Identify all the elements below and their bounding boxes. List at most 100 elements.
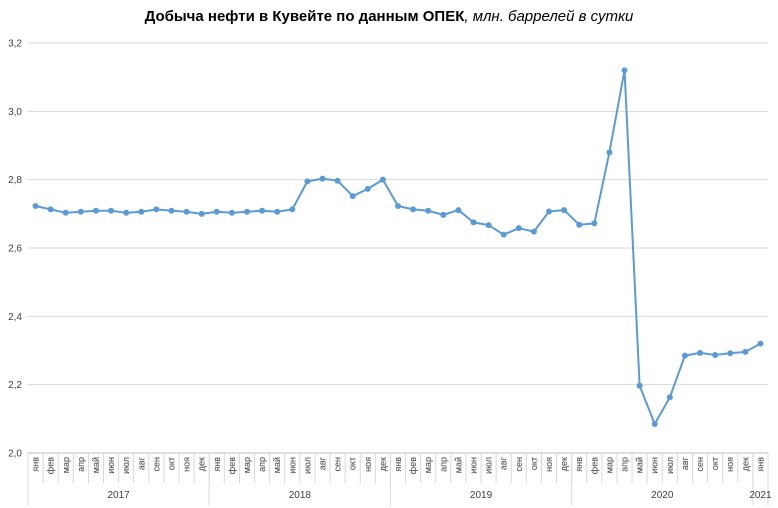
data-point: [213, 208, 220, 215]
month-label: фев: [227, 457, 237, 474]
data-point: [259, 207, 266, 214]
data-point: [168, 207, 175, 214]
data-point: [198, 210, 205, 217]
data-point: [621, 67, 628, 74]
month-label: апр: [438, 457, 448, 472]
year-label: 2019: [470, 490, 493, 501]
month-label: сен: [695, 457, 705, 472]
year-label: 2020: [651, 490, 674, 501]
month-label: апр: [620, 457, 630, 472]
gridlines: [28, 42, 768, 454]
month-label: июл: [665, 457, 675, 474]
data-point: [757, 340, 764, 347]
data-point: [319, 175, 326, 182]
month-label: июн: [650, 457, 660, 474]
y-tick-label: 2,0: [8, 449, 22, 460]
data-point: [742, 348, 749, 355]
month-label: окт: [348, 457, 358, 470]
data-point: [334, 177, 341, 184]
month-label: дек: [197, 457, 207, 471]
data-point: [395, 202, 401, 209]
data-point: [651, 420, 658, 427]
data-point: [712, 351, 719, 358]
data-point: [697, 349, 704, 356]
month-label: мар: [61, 457, 71, 473]
month-label: ноя: [182, 457, 192, 472]
month-label: апр: [257, 457, 267, 472]
month-label: июл: [484, 457, 494, 474]
data-point: [636, 382, 643, 389]
data-point: [666, 394, 673, 401]
month-label: авг: [317, 456, 327, 470]
data-point: [379, 176, 386, 183]
month-label: фев: [46, 457, 56, 474]
year-label: 2021: [749, 490, 772, 501]
month-label: май: [635, 457, 645, 473]
month-label: июл: [302, 457, 312, 474]
data-point: [455, 207, 462, 214]
month-label: сен: [151, 457, 161, 472]
data-point: [183, 208, 190, 215]
month-label: май: [453, 457, 463, 473]
month-label: июл: [121, 457, 131, 474]
data-point: [500, 231, 507, 238]
month-label: апр: [76, 457, 86, 472]
month-label: ноя: [544, 457, 554, 472]
month-label: янв: [212, 457, 222, 472]
series-line-group: [32, 67, 764, 427]
month-label: фев: [408, 457, 418, 474]
data-point: [153, 206, 160, 213]
month-label: авг: [680, 456, 690, 470]
month-label: май: [91, 457, 101, 473]
y-tick-label: 2,6: [8, 244, 22, 255]
month-label: сен: [333, 457, 343, 472]
y-tick-label: 2,4: [8, 312, 22, 323]
y-tick-label: 3,0: [8, 107, 22, 118]
data-point: [364, 185, 371, 192]
data-point: [32, 202, 39, 209]
month-label: дек: [559, 457, 569, 471]
month-label: мар: [604, 457, 614, 473]
data-point: [515, 225, 522, 232]
data-point: [62, 209, 69, 216]
month-label: июн: [106, 457, 116, 474]
data-point: [576, 221, 583, 228]
month-label: июн: [287, 457, 297, 474]
data-point: [289, 206, 296, 213]
month-label: май: [272, 457, 282, 473]
month-label: фев: [589, 457, 599, 474]
month-label: сен: [514, 457, 524, 472]
data-point: [561, 207, 568, 214]
year-label: 2018: [289, 490, 312, 501]
y-tick-label: 3,2: [8, 39, 22, 50]
data-point: [425, 207, 432, 214]
month-label: дек: [378, 457, 388, 471]
data-point: [92, 207, 99, 214]
data-point: [530, 228, 537, 235]
data-point: [606, 149, 613, 156]
month-label: мар: [242, 457, 252, 473]
data-point: [228, 209, 235, 216]
data-point: [440, 211, 447, 218]
chart-title-subtitle: , млн. баррелей в сутки: [464, 8, 634, 25]
data-point: [123, 209, 130, 216]
month-label: янв: [755, 457, 765, 472]
data-point: [727, 350, 734, 357]
y-axis: 2,0 2,2 2,4 2,6 2,8 3,0 3,2: [8, 39, 22, 460]
data-point: [47, 206, 54, 213]
x-axis: янв фев мар апр май июн июл авг сен окт ноя дек янв ф…: [27, 452, 772, 505]
month-label: авг: [499, 456, 509, 470]
month-label: авг: [136, 456, 146, 470]
data-point: [591, 220, 598, 227]
chart-title-main: Добыча нефти в Кувейте по данным ОПЕК: [144, 8, 465, 25]
month-label: мар: [423, 457, 433, 473]
month-label: окт: [710, 457, 720, 470]
month-label: окт: [166, 457, 176, 470]
month-label: янв: [393, 457, 403, 472]
data-point: [274, 208, 281, 215]
data-point: [138, 208, 145, 215]
data-point: [546, 208, 553, 215]
year-label: 2017: [107, 490, 130, 501]
month-label: июн: [469, 457, 479, 474]
